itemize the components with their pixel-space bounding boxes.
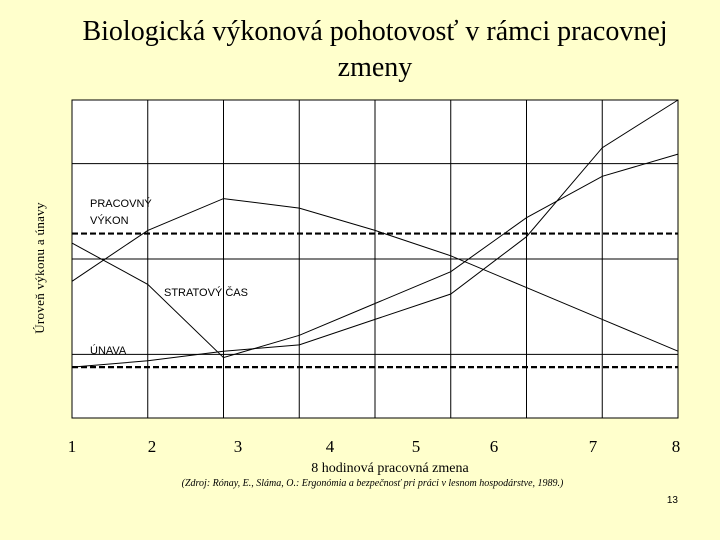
annotation-fatigue: ÚNAVA	[90, 344, 127, 357]
plot-grid	[71, 99, 679, 419]
annotations: PRACOVNÝ VÝKON STRATOVÝ ČAS ÚNAVA	[90, 197, 248, 357]
x-tick-label: 4	[326, 437, 335, 456]
annotation-lost-time: STRATOVÝ ČAS	[164, 286, 248, 299]
x-tick-label: 3	[234, 437, 243, 456]
x-tick-label: 6	[490, 437, 499, 456]
x-tick-label: 1	[68, 437, 77, 456]
x-tick-labels: 1 2 3 4 5 6 7 8	[68, 437, 681, 456]
annotation-performance: PRACOVNÝ	[90, 197, 152, 210]
x-tick-label: 7	[589, 437, 598, 456]
x-tick-label: 8	[672, 437, 681, 456]
series-line-1	[71, 198, 679, 352]
slide-number: 13	[666, 495, 678, 506]
series-line-3	[71, 99, 679, 368]
series-lines	[71, 99, 679, 368]
x-tick-label: 5	[412, 437, 421, 456]
annotation-performance-line2: VÝKON	[90, 214, 129, 227]
series-line-2	[71, 153, 679, 359]
reference-lines	[72, 232, 678, 369]
x-axis-label: 8 hodinová pracovná zmena	[311, 461, 469, 476]
x-tick-label: 2	[148, 437, 157, 456]
source-note: (Zdroj: Rónay, E., Sláma, O.: Ergonómia …	[181, 478, 564, 489]
chart-title: Biologická výkonová pohotovosť v rámci p…	[82, 16, 668, 83]
